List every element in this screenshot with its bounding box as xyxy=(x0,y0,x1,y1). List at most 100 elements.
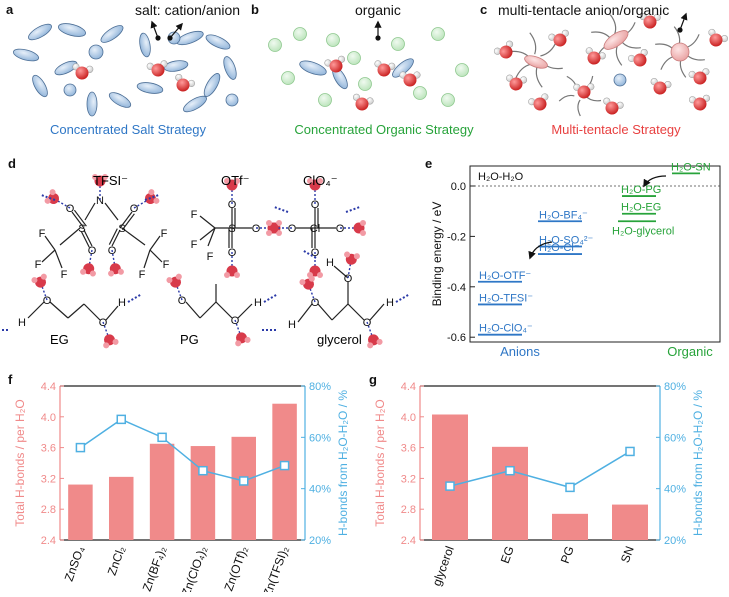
y-tick-label: -0.2 xyxy=(447,231,466,243)
bar xyxy=(272,403,297,540)
bond xyxy=(104,202,119,221)
atom-o: O xyxy=(66,203,75,215)
bond xyxy=(49,301,69,319)
organic-sphere xyxy=(455,63,469,77)
anion-level-label: H₂O-TFSI⁻ xyxy=(479,292,533,304)
atom-s: S xyxy=(118,223,125,235)
line-marker xyxy=(445,481,455,491)
line-marker xyxy=(198,465,208,476)
organic-sphere xyxy=(293,27,307,41)
cation-sphere xyxy=(63,83,77,97)
water-molecule xyxy=(399,71,421,87)
curved-arrow-anions xyxy=(528,241,553,260)
y-tick-label: -0.4 xyxy=(447,282,466,294)
panel-b-organic-strategy xyxy=(268,20,469,111)
energy-plot-frame xyxy=(469,165,721,343)
h-bond-hash xyxy=(127,293,143,303)
water-molecule xyxy=(528,93,549,111)
organic-name-glycerol: glycerol xyxy=(317,332,362,347)
h-bond-hash xyxy=(144,193,161,201)
anion-ellipse xyxy=(58,23,86,37)
water-molecule xyxy=(688,68,710,85)
bond xyxy=(185,301,201,319)
organic-sphere xyxy=(431,27,445,41)
anion-ellipse xyxy=(108,92,132,108)
anion-level-label: H₂O-OTF⁻ xyxy=(479,270,531,282)
water-molecule xyxy=(175,73,196,92)
tentacle xyxy=(529,32,537,55)
atom-h: H xyxy=(326,257,334,269)
bond xyxy=(215,301,233,319)
atom-h: H xyxy=(386,297,394,309)
right-tick-label: 60% xyxy=(309,432,331,444)
organic-level-label: H₂O-SN xyxy=(671,161,711,173)
panel-letter-c: c xyxy=(480,2,487,17)
h-bond-water xyxy=(31,273,48,301)
anion-ellipse xyxy=(12,48,40,62)
bond xyxy=(121,213,135,231)
atom-f: F xyxy=(191,209,198,221)
left-axis-label: Total H-bonds / per H₂O xyxy=(373,399,387,526)
line-marker xyxy=(157,432,167,443)
right-tick-label: 60% xyxy=(664,432,686,444)
left-tick-label: 3.2 xyxy=(41,473,56,485)
atom-o: O xyxy=(288,223,297,235)
bar xyxy=(149,443,175,540)
salt-label: salt: cation/anion xyxy=(135,2,240,18)
atom-o: O xyxy=(252,223,261,235)
bond xyxy=(84,202,96,221)
bond xyxy=(80,231,90,248)
h-bond-water xyxy=(340,220,366,236)
atom-f: F xyxy=(35,259,42,271)
tentacle xyxy=(540,40,558,57)
h-bond-hash xyxy=(263,293,279,303)
anion-ellipse xyxy=(32,74,48,98)
anion-ellipse xyxy=(205,34,231,50)
left-tick-label: 3.2 xyxy=(401,473,416,485)
tentacle-caption: Multi-tentacle Strategy xyxy=(551,122,681,137)
h-bond-water xyxy=(92,174,108,200)
bond xyxy=(347,303,365,321)
tentacle xyxy=(535,65,543,88)
bond xyxy=(297,303,313,323)
atom-o: O xyxy=(311,297,320,309)
multi-tentacle-anion xyxy=(524,55,548,69)
anion-ellipse xyxy=(139,32,151,58)
bond xyxy=(111,229,121,247)
bond xyxy=(83,303,101,321)
right-tick-label: 20% xyxy=(309,535,331,547)
h-bond-water xyxy=(307,178,323,204)
left-tick-label: 2.4 xyxy=(401,535,416,547)
line-marker xyxy=(75,442,86,453)
water-molecule xyxy=(324,55,346,73)
water-molecule xyxy=(708,28,729,47)
left-tick-label: 3.6 xyxy=(401,443,416,455)
atom-o: O xyxy=(178,295,187,307)
h-bond-water xyxy=(234,319,251,347)
bond xyxy=(317,303,333,321)
x-tick-label: ZnCl₂ xyxy=(105,544,129,577)
organic-sphere xyxy=(326,33,340,47)
atom-o: O xyxy=(311,199,320,211)
organic-ellipse xyxy=(392,58,414,78)
anion-ellipse xyxy=(163,60,189,72)
anion-ellipse xyxy=(54,60,78,76)
bond xyxy=(108,228,118,245)
right-tick-label: 80% xyxy=(309,381,331,393)
dipole-arrow xyxy=(169,22,183,39)
bond xyxy=(59,227,81,246)
h-bond-water xyxy=(344,251,360,279)
bond xyxy=(331,303,349,321)
organic-name-eg: EG xyxy=(50,332,69,347)
line-marker xyxy=(505,465,515,476)
water-molecule xyxy=(650,78,672,95)
h-bond-water xyxy=(224,178,240,204)
h-bond-water xyxy=(80,249,96,277)
dipole-arrow xyxy=(150,20,159,39)
line-series xyxy=(79,418,285,482)
x-tick-label: glycerol xyxy=(430,544,457,588)
water-molecule xyxy=(548,29,569,47)
energy-y-label: Binding energy / eV xyxy=(430,202,444,307)
tentacle xyxy=(615,45,623,66)
atom-f: F xyxy=(207,251,214,263)
